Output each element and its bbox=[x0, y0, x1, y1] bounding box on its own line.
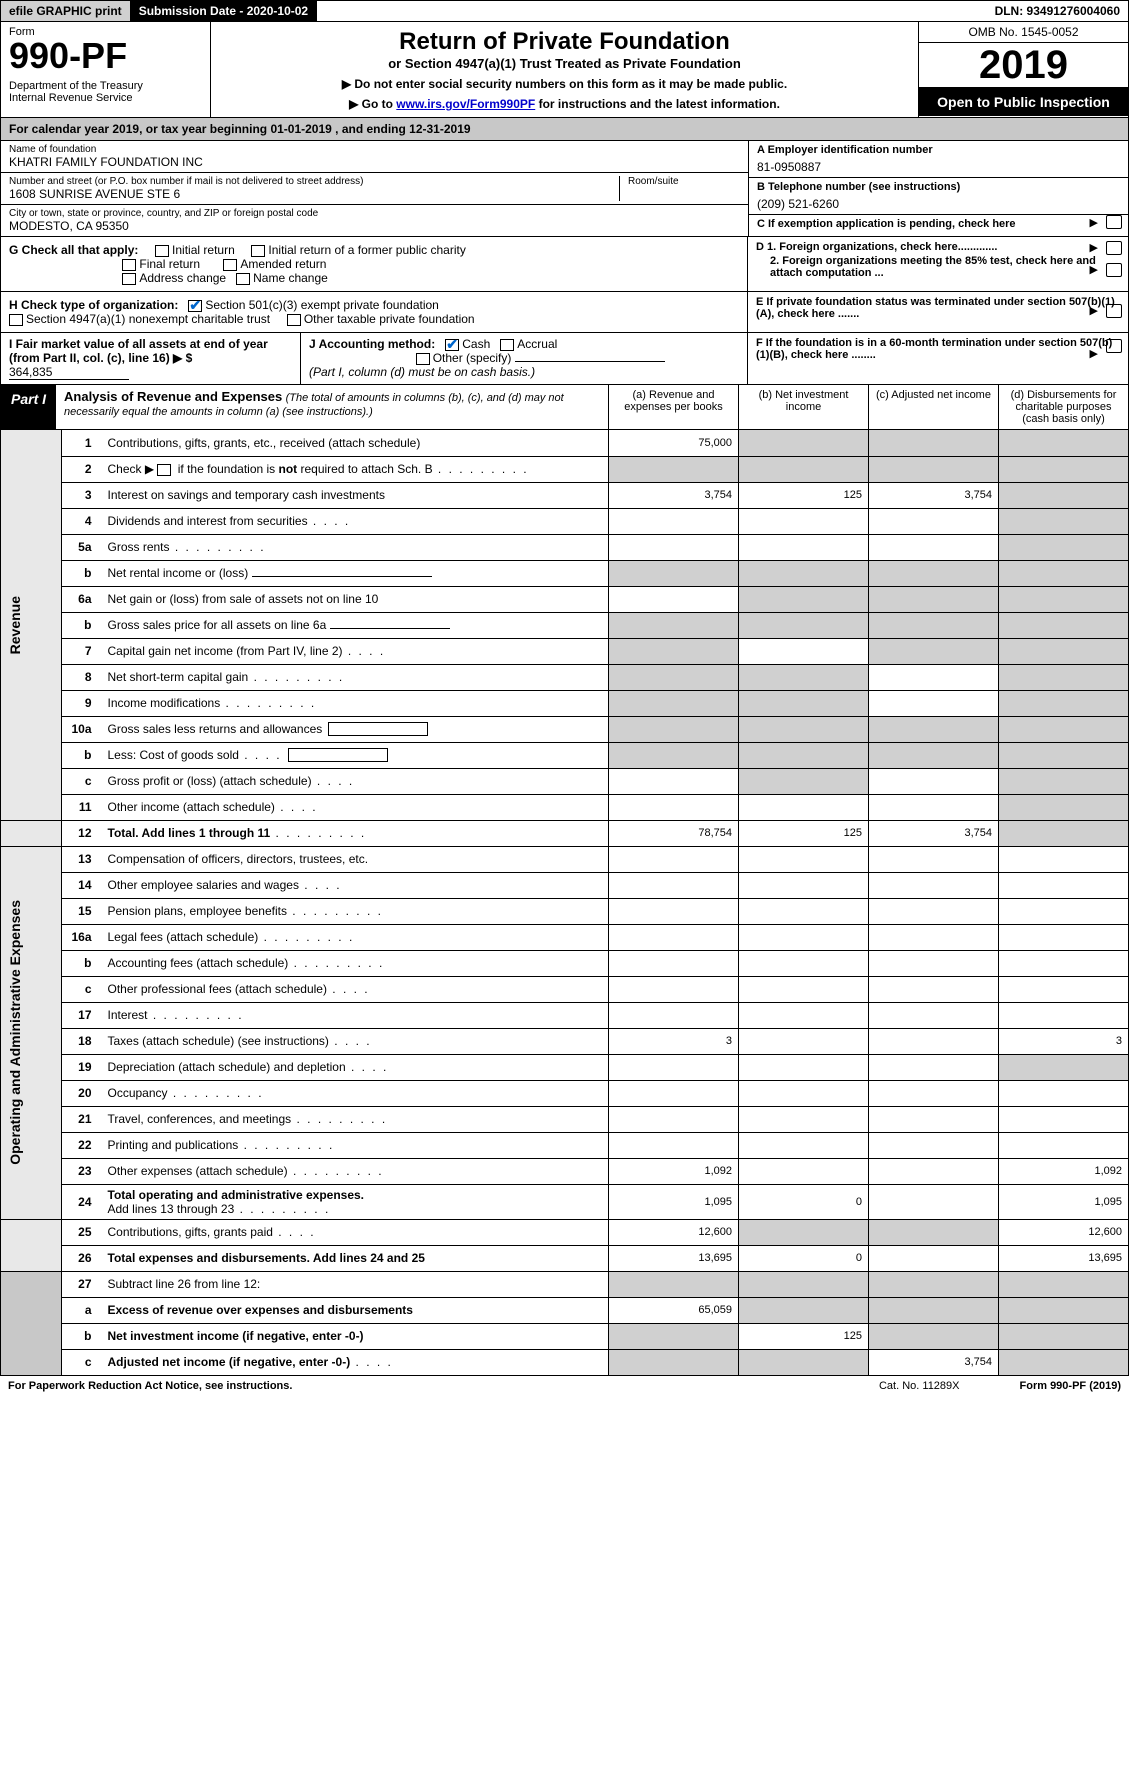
cb-initial-return[interactable] bbox=[155, 245, 169, 257]
dept-label: Department of the Treasury Internal Reve… bbox=[9, 80, 202, 104]
phone: (209) 521-6260 bbox=[757, 197, 1120, 211]
col-a: (a) Revenue and expenses per books bbox=[608, 385, 738, 429]
expenses-side: Operating and Administrative Expenses bbox=[7, 900, 23, 1165]
note-2: ▶ Go to www.irs.gov/Form990PF for instru… bbox=[223, 97, 906, 111]
form-number: 990-PF bbox=[9, 38, 202, 74]
tax-year: 2019 bbox=[919, 43, 1128, 88]
cb-other-method[interactable] bbox=[416, 353, 430, 365]
revenue-side: Revenue bbox=[7, 596, 23, 654]
cb-4947[interactable] bbox=[9, 314, 23, 326]
cb-sch-b[interactable] bbox=[157, 464, 171, 476]
irs-link[interactable]: www.irs.gov/Form990PF bbox=[396, 97, 535, 111]
exemption-label: C If exemption application is pending, c… bbox=[757, 218, 1016, 230]
part1-table: Revenue 1Contributions, gifts, grants, e… bbox=[0, 430, 1129, 1376]
col-d: (d) Disbursements for charitable purpose… bbox=[998, 385, 1128, 429]
dln: DLN: 93491276004060 bbox=[987, 1, 1128, 21]
page-footer: For Paperwork Reduction Act Notice, see … bbox=[0, 1376, 1129, 1396]
section-f: F If the foundation is in a 60-month ter… bbox=[748, 333, 1128, 384]
form-ref: Form 990-PF (2019) bbox=[1020, 1380, 1122, 1392]
cb-f[interactable] bbox=[1106, 339, 1122, 353]
calendar-year-line: For calendar year 2019, or tax year begi… bbox=[0, 118, 1129, 141]
cb-final-return[interactable] bbox=[122, 259, 136, 271]
part1-header: Part I Analysis of Revenue and Expenses … bbox=[0, 385, 1129, 430]
submission-date: Submission Date - 2020-10-02 bbox=[131, 1, 317, 21]
cb-501c3[interactable] bbox=[188, 300, 202, 312]
top-bar: efile GRAPHIC print Submission Date - 20… bbox=[0, 0, 1129, 22]
address: 1608 SUNRISE AVENUE STE 6 bbox=[9, 187, 611, 201]
fmv-value: 364,835 bbox=[9, 365, 129, 380]
efile-label[interactable]: efile GRAPHIC print bbox=[1, 1, 131, 21]
room-label: Room/suite bbox=[628, 176, 740, 187]
city-label: City or town, state or province, country… bbox=[9, 208, 740, 219]
form-title: Return of Private Foundation bbox=[223, 28, 906, 56]
section-i: I Fair market value of all assets at end… bbox=[1, 333, 301, 384]
ein: 81-0950887 bbox=[757, 160, 1120, 174]
open-inspection: Open to Public Inspection bbox=[919, 88, 1128, 116]
cb-d1[interactable] bbox=[1106, 241, 1122, 255]
cb-address-change[interactable] bbox=[122, 273, 136, 285]
section-h: H Check type of organization: Section 50… bbox=[1, 292, 748, 332]
exemption-checkbox[interactable] bbox=[1106, 215, 1122, 229]
ein-label: A Employer identification number bbox=[757, 144, 933, 156]
cb-accrual[interactable] bbox=[500, 339, 514, 351]
form-header: Form 990-PF Department of the Treasury I… bbox=[0, 22, 1129, 118]
cb-initial-former[interactable] bbox=[251, 245, 265, 257]
part1-label: Part I bbox=[1, 385, 56, 429]
cat-no: Cat. No. 11289X bbox=[879, 1380, 960, 1392]
section-j: J Accounting method: Cash Accrual Other … bbox=[301, 333, 748, 384]
cb-cash[interactable] bbox=[445, 339, 459, 351]
cb-amended[interactable] bbox=[223, 259, 237, 271]
form-subtitle: or Section 4947(a)(1) Trust Treated as P… bbox=[223, 56, 906, 71]
pra-notice: For Paperwork Reduction Act Notice, see … bbox=[8, 1380, 292, 1392]
section-d: D 1. Foreign organizations, check here..… bbox=[748, 237, 1128, 291]
omb-number: OMB No. 1545-0052 bbox=[919, 22, 1128, 43]
city: MODESTO, CA 95350 bbox=[9, 219, 740, 233]
col-c: (c) Adjusted net income bbox=[868, 385, 998, 429]
cb-other-taxable[interactable] bbox=[287, 314, 301, 326]
cb-d2[interactable] bbox=[1106, 263, 1122, 277]
col-b: (b) Net investment income bbox=[738, 385, 868, 429]
name-label: Name of foundation bbox=[9, 144, 740, 155]
cash-basis-note: (Part I, column (d) must be on cash basi… bbox=[309, 365, 535, 379]
note-1: ▶ Do not enter social security numbers o… bbox=[223, 77, 906, 91]
foundation-name: KHATRI FAMILY FOUNDATION INC bbox=[9, 155, 740, 169]
section-e: E If private foundation status was termi… bbox=[748, 292, 1128, 332]
cb-name-change[interactable] bbox=[236, 273, 250, 285]
section-g: G Check all that apply: Initial return I… bbox=[1, 237, 748, 291]
addr-label: Number and street (or P.O. box number if… bbox=[9, 176, 611, 187]
info-grid: Name of foundation KHATRI FAMILY FOUNDAT… bbox=[0, 141, 1129, 237]
cb-e[interactable] bbox=[1106, 304, 1122, 318]
phone-label: B Telephone number (see instructions) bbox=[757, 181, 960, 193]
